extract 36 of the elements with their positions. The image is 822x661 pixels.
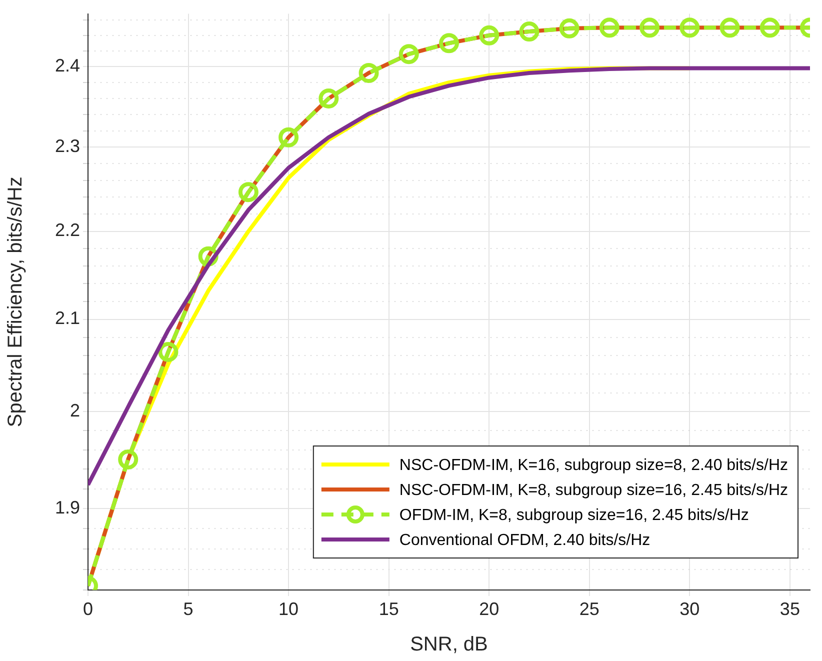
y-tick-label: 2.1 — [54, 308, 80, 328]
point — [439, 33, 459, 54]
point — [479, 25, 500, 46]
point — [519, 22, 540, 42]
legend-label: NSC-OFDM-IM, K=16, subgroup size=8, 2.40 bits/s/Hz — [399, 456, 788, 474]
x-tick-label: 5 — [183, 598, 194, 619]
point — [680, 18, 700, 38]
point — [118, 449, 138, 470]
legend-label: Conventional OFDM, 2.40 bits/s/Hz — [399, 532, 650, 549]
x-tick-label: 35 — [780, 598, 800, 619]
point — [238, 182, 258, 202]
y-tick-label: 2.4 — [54, 56, 80, 76]
point — [720, 18, 740, 38]
legend-label: OFDM-IM, K=8, subgroup size=16, 2.45 bits/s/Hz — [399, 506, 749, 524]
point — [640, 18, 660, 38]
x-tick-label: 0 — [82, 598, 94, 619]
point — [358, 62, 379, 83]
legend-label: NSC-OFDM-IM, K=8, subgroup size=16, 2.45 bits/s/Hz — [399, 482, 788, 499]
x-tick-label: 30 — [680, 598, 700, 619]
point — [318, 88, 339, 108]
point — [158, 342, 178, 362]
point — [760, 18, 780, 38]
y-tick-label: 1.9 — [54, 498, 80, 518]
y-tick-label: 2.3 — [54, 136, 80, 156]
point — [398, 44, 419, 64]
y-tick-label: 2.2 — [54, 220, 80, 240]
x-axis-title: SNR, dB — [410, 634, 488, 656]
y-tick-label: 2 — [70, 400, 80, 421]
point — [278, 127, 299, 148]
point — [559, 18, 580, 38]
x-tick-label: 10 — [278, 598, 299, 619]
point — [599, 18, 620, 38]
y-axis-title: Spectral Efficiency, bits/s/Hz — [4, 176, 27, 428]
x-tick-label: 15 — [378, 598, 399, 619]
x-tick-label: 20 — [479, 598, 500, 619]
x-tick-label: 25 — [579, 598, 600, 619]
